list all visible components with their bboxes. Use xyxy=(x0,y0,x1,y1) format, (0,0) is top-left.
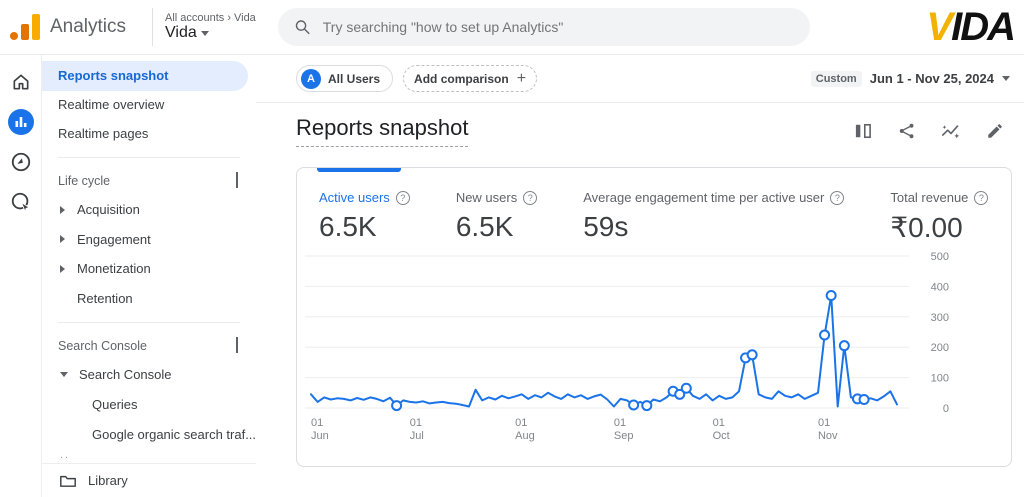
reports-sidebar: Reports snapshot Realtime overview Realt… xyxy=(42,55,256,497)
date-range-picker[interactable]: Custom Jun 1 - Nov 25, 2024 xyxy=(810,70,1010,87)
section-header-search-console[interactable]: Search Console xyxy=(42,332,256,360)
global-search[interactable] xyxy=(277,8,810,46)
page-title: Reports snapshot xyxy=(296,115,469,147)
all-users-chip[interactable]: A All Users xyxy=(296,65,394,92)
metric-value: ₹0.00 xyxy=(890,212,963,243)
share-icon[interactable] xyxy=(896,120,918,142)
section-header-life-cycle[interactable]: Life cycle xyxy=(42,167,256,195)
comparison-badge: A xyxy=(301,68,321,89)
sidebar-footer: .. Library xyxy=(42,449,256,497)
expand-arrow-icon[interactable] xyxy=(60,264,65,273)
explore-icon[interactable] xyxy=(8,149,34,175)
insights-icon[interactable] xyxy=(940,120,962,142)
edit-icon[interactable] xyxy=(984,120,1006,142)
svg-text:01: 01 xyxy=(311,417,323,429)
analytics-home-link[interactable]: Analytics xyxy=(0,14,140,40)
users-over-time-chart[interactable]: 0 100 200 300 400 500 01 Jun 01 Jul 01 Aug 01 Sep 01 Oc… xyxy=(297,244,1011,453)
svg-text:300: 300 xyxy=(931,312,949,324)
help-icon[interactable]: ? xyxy=(523,190,538,205)
property-switcher[interactable]: Vida xyxy=(165,24,256,42)
metric-tabs: Active users ? 6.5K New users ? 6.5K xyxy=(297,168,1011,244)
svg-text:01: 01 xyxy=(614,417,626,429)
help-icon[interactable]: ? xyxy=(974,190,989,205)
analytics-logo-icon xyxy=(10,14,42,40)
metric-value: 6.5K xyxy=(455,211,514,242)
compare-icon[interactable] xyxy=(852,120,874,142)
search-input[interactable] xyxy=(322,19,794,35)
sidebar-divider xyxy=(58,157,240,158)
add-icon: + xyxy=(516,69,527,87)
svg-text:01: 01 xyxy=(515,417,527,429)
sidebar-item-acquisition[interactable]: Acquisition xyxy=(42,195,256,225)
overflow-indicator: .. xyxy=(60,449,71,461)
main-content: A All Users Add comparison + Custom Jun … xyxy=(256,55,1024,497)
comparison-toolbar: A All Users Add comparison + Custom Jun … xyxy=(256,55,1024,103)
breadcrumb-root: All accounts xyxy=(165,12,225,24)
property-name: Vida xyxy=(165,24,197,41)
summary-card: Active users ? 6.5K New users ? 6.5K xyxy=(296,167,1012,467)
folder-icon xyxy=(60,475,76,487)
metric-total-revenue[interactable]: Total revenue ? ₹0.00 xyxy=(890,190,989,244)
svg-text:01: 01 xyxy=(818,417,830,429)
sidebar-divider xyxy=(58,322,240,324)
svg-text:Sep: Sep xyxy=(614,430,634,442)
sidebar-item-library[interactable]: Library xyxy=(42,463,256,497)
sidebar-item-realtime-pages[interactable]: Realtime pages xyxy=(58,126,149,142)
top-header: Analytics All accounts › Vida Vida VIDA xyxy=(0,0,1024,55)
search-icon xyxy=(295,20,310,35)
title-row: Reports snapshot xyxy=(256,103,1024,159)
date-range-type: Custom xyxy=(810,70,862,87)
svg-text:Oct: Oct xyxy=(713,430,730,442)
sidebar-item-queries[interactable]: Queries xyxy=(92,396,138,412)
reports-icon[interactable] xyxy=(7,109,34,135)
svg-text:200: 200 xyxy=(931,342,949,354)
chevron-up-icon xyxy=(236,337,238,354)
sidebar-item-realtime-overview[interactable]: Realtime overview xyxy=(58,97,165,113)
date-range-value: Jun 1 - Nov 25, 2024 xyxy=(869,71,994,86)
chart-svg: 010020030040050001Jun01Jul01Aug01Sep01Oc… xyxy=(305,251,949,442)
help-icon[interactable]: ? xyxy=(395,190,410,205)
sidebar-item-google-organic-search-traffic[interactable]: Google organic search traf... xyxy=(92,426,256,442)
svg-text:400: 400 xyxy=(931,281,949,293)
advertising-icon[interactable] xyxy=(8,189,34,215)
sidebar-item-monetization[interactable]: Monetization xyxy=(42,254,256,284)
sidebar-item-search-console[interactable]: Search Console xyxy=(42,360,256,390)
expand-arrow-icon[interactable] xyxy=(60,235,65,244)
report-actions xyxy=(852,120,1006,142)
header-divider xyxy=(152,8,153,46)
metric-new-users[interactable]: New users ? 6.5K xyxy=(455,190,538,244)
svg-text:Jul: Jul xyxy=(410,430,424,442)
expand-arrow-icon[interactable] xyxy=(60,205,65,214)
metric-avg-engagement-time[interactable]: Average engagement time per active user … xyxy=(583,190,845,244)
breadcrumb-chevron-icon: › xyxy=(227,12,231,24)
svg-text:Aug: Aug xyxy=(515,430,535,442)
breadcrumb: All accounts › Vida xyxy=(165,12,256,24)
metric-value: 59s xyxy=(583,211,629,242)
svg-text:500: 500 xyxy=(931,251,949,263)
date-caret-icon xyxy=(1002,76,1010,81)
collapse-arrow-icon[interactable] xyxy=(60,372,68,378)
svg-text:100: 100 xyxy=(931,373,949,385)
svg-text:01: 01 xyxy=(713,417,725,429)
help-icon[interactable]: ? xyxy=(830,190,845,205)
breadcrumb-leaf: Vida xyxy=(233,12,256,24)
metric-active-users[interactable]: Active users ? 6.5K xyxy=(319,190,410,244)
add-comparison-button[interactable]: Add comparison + xyxy=(403,65,538,92)
chevron-up-icon xyxy=(236,171,238,188)
svg-text:01: 01 xyxy=(410,417,422,429)
svg-text:Nov: Nov xyxy=(818,430,838,442)
property-caret-icon xyxy=(200,30,209,36)
svg-text:0: 0 xyxy=(943,403,949,415)
home-icon[interactable] xyxy=(8,69,34,95)
sidebar-item-engagement[interactable]: Engagement xyxy=(42,224,256,254)
sidebar-item-reports-snapshot[interactable]: Reports snapshot xyxy=(42,61,248,91)
sidebar-item-retention[interactable]: Retention xyxy=(77,290,133,306)
metric-value: 6.5K xyxy=(319,211,377,242)
svg-text:Jun: Jun xyxy=(311,430,329,442)
product-name: Analytics xyxy=(50,16,127,37)
vida-brand-logo: VIDA xyxy=(926,5,1016,49)
nav-rail xyxy=(0,55,42,497)
active-metric-indicator xyxy=(317,168,401,172)
